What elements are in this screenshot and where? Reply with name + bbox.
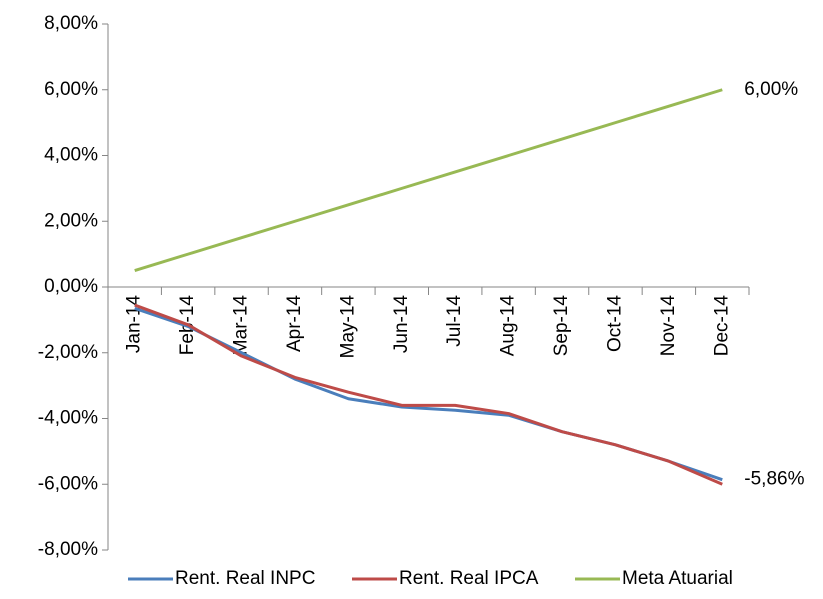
legend-label: Rent. Real IPCA xyxy=(399,568,539,589)
x-tick-label: Oct-14 xyxy=(604,295,625,352)
y-tick-label: -4,00% xyxy=(38,408,98,429)
y-tick-label: 2,00% xyxy=(44,210,98,231)
series-line xyxy=(134,306,723,482)
x-tick-label: Jun-14 xyxy=(391,295,412,354)
y-tick-label: -2,00% xyxy=(38,342,98,363)
y-tick-label: -6,00% xyxy=(38,473,98,494)
data-label: -5,86% xyxy=(744,469,804,490)
y-tick-label: 8,00% xyxy=(44,13,98,34)
y-tick-label: 6,00% xyxy=(44,79,98,100)
x-tick-label: Jul-14 xyxy=(444,295,465,347)
x-tick-label: Nov-14 xyxy=(658,295,679,357)
y-tick-label: 0,00% xyxy=(44,276,98,297)
x-tick-label: Mar-14 xyxy=(231,295,252,356)
y-tick-label: -8,00% xyxy=(38,539,98,560)
x-tick-label: Aug-14 xyxy=(498,295,519,357)
legend-label: Rent. Real INPC xyxy=(175,568,315,589)
x-tick-label: Apr-14 xyxy=(284,295,305,352)
series-line xyxy=(134,303,723,486)
x-tick-label: May-14 xyxy=(337,295,358,359)
series-line xyxy=(134,88,723,272)
data-label: 6,00% xyxy=(744,79,798,100)
x-tick-label: Sep-14 xyxy=(551,295,572,357)
y-tick-label: 4,00% xyxy=(44,145,98,166)
x-tick-label: Jan-14 xyxy=(124,295,145,354)
legend-label: Meta Atuarial xyxy=(622,568,733,589)
x-tick-label: Dec-14 xyxy=(711,295,732,357)
